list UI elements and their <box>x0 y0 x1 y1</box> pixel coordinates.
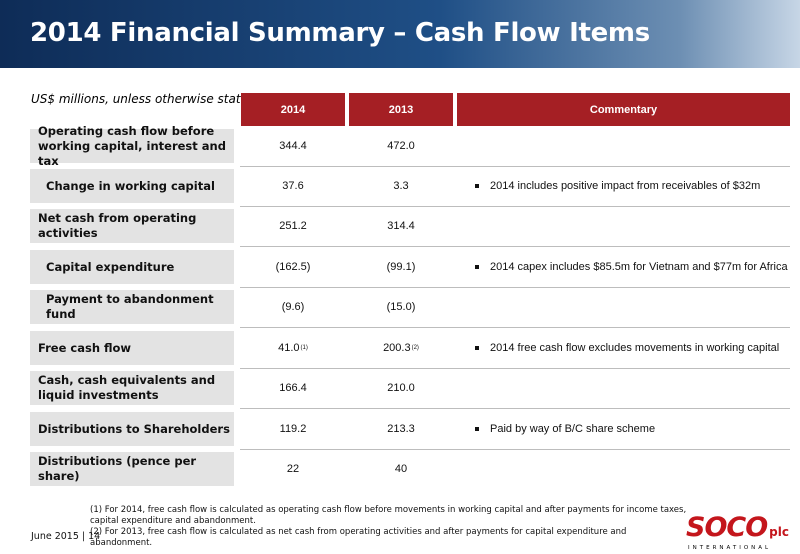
commentary-item: 2014 capex includes $85.5m for Vietnam a… <box>475 250 788 284</box>
value-2013: 200.3 (2) <box>349 331 453 365</box>
row-divider <box>240 166 790 167</box>
value-2014: (9.6) <box>281 301 305 313</box>
footnote-ref-2: (2) <box>411 345 419 351</box>
row-label-change-in-working-capital: Change in working capital <box>30 169 234 203</box>
row-label-net-cash-from-operating: Net cash from operating activities <box>30 209 234 243</box>
value-2013: 3.3 <box>393 180 409 192</box>
value-2014: 344.4 <box>279 140 307 152</box>
column-header-2013: 2013 <box>349 93 453 126</box>
page-footer: June 2015 | 14 <box>31 531 101 542</box>
row-divider <box>240 206 790 207</box>
bullet-icon <box>475 265 479 269</box>
commentary-item: 2014 includes positive impact from recei… <box>475 169 760 203</box>
row-divider <box>240 287 790 288</box>
row-label-distributions-pence-per-share: Distributions (pence per share) <box>30 452 234 486</box>
footnote-1: (1) For 2014, free cash flow is calculat… <box>90 505 687 526</box>
row-divider <box>240 449 790 450</box>
bullet-icon <box>475 184 479 188</box>
value-text: 200.3 <box>383 342 411 354</box>
row-divider <box>240 246 790 247</box>
commentary-text: Paid by way of B/C share scheme <box>490 423 656 435</box>
logo-wordmark: SOCO plc <box>686 512 789 545</box>
value-2013: 213.3 <box>387 423 415 435</box>
row-label-payment-to-abandonment-fund: Payment to abandonment fund <box>30 290 234 324</box>
value-2013: (15.0) <box>386 301 416 313</box>
row-divider <box>240 327 790 328</box>
page-title: 2014 Financial Summary – Cash Flow Items <box>30 18 650 48</box>
value-2013: 40 <box>394 463 408 475</box>
value-2014: 166.4 <box>279 382 307 394</box>
value-2013: 210.0 <box>387 382 415 394</box>
value-2014: 22 <box>286 463 300 475</box>
commentary-text: 2014 includes positive impact from recei… <box>490 180 761 192</box>
row-divider <box>240 408 790 409</box>
column-header-2014: 2014 <box>241 93 345 126</box>
footnote-2: (2) For 2013, free cash flow is calculat… <box>90 527 627 548</box>
title-banner: 2014 Financial Summary – Cash Flow Items <box>0 0 800 68</box>
row-label-distributions-to-shareholders: Distributions to Shareholders <box>30 412 234 446</box>
commentary-text: 2014 free cash flow excludes movements i… <box>490 342 780 354</box>
value-2014: 41.0 (1) <box>241 331 345 365</box>
value-2013: (99.1) <box>386 261 416 273</box>
logo-suffix: plc <box>769 525 789 539</box>
bullet-icon <box>475 346 479 350</box>
commentary-item: 2014 free cash flow excludes movements i… <box>475 331 779 365</box>
value-2014: (162.5) <box>275 261 311 273</box>
row-label-operating-cash-flow: Operating cash flow before working capit… <box>30 124 234 168</box>
logo-main-text: SOCO <box>686 512 768 543</box>
footnotes: (1) For 2014, free cash flow is calculat… <box>90 505 690 549</box>
bullet-icon <box>475 427 479 431</box>
footnote-ref-1: (1) <box>300 345 308 351</box>
value-2014: 119.2 <box>279 423 307 435</box>
column-header-commentary: Commentary <box>457 93 790 126</box>
value-2014: 37.6 <box>282 180 304 192</box>
value-text: 41.0 <box>278 342 300 354</box>
value-2013: 314.4 <box>387 220 415 232</box>
commentary-text: 2014 capex includes $85.5m for Vietnam a… <box>490 261 788 273</box>
logo-subtext: INTERNATIONAL <box>688 545 772 551</box>
row-label-free-cash-flow: Free cash flow <box>30 331 234 365</box>
company-logo: SOCO plc INTERNATIONAL <box>686 512 789 551</box>
row-label-cash-equivalents: Cash, cash equivalents and liquid invest… <box>30 371 234 405</box>
row-label-capital-expenditure: Capital expenditure <box>30 250 234 284</box>
value-2013: 472.0 <box>387 140 415 152</box>
value-2014: 251.2 <box>279 220 307 232</box>
row-divider <box>240 368 790 369</box>
commentary-item: Paid by way of B/C share scheme <box>475 412 655 446</box>
units-note: US$ millions, unless otherwise stated <box>31 92 256 106</box>
